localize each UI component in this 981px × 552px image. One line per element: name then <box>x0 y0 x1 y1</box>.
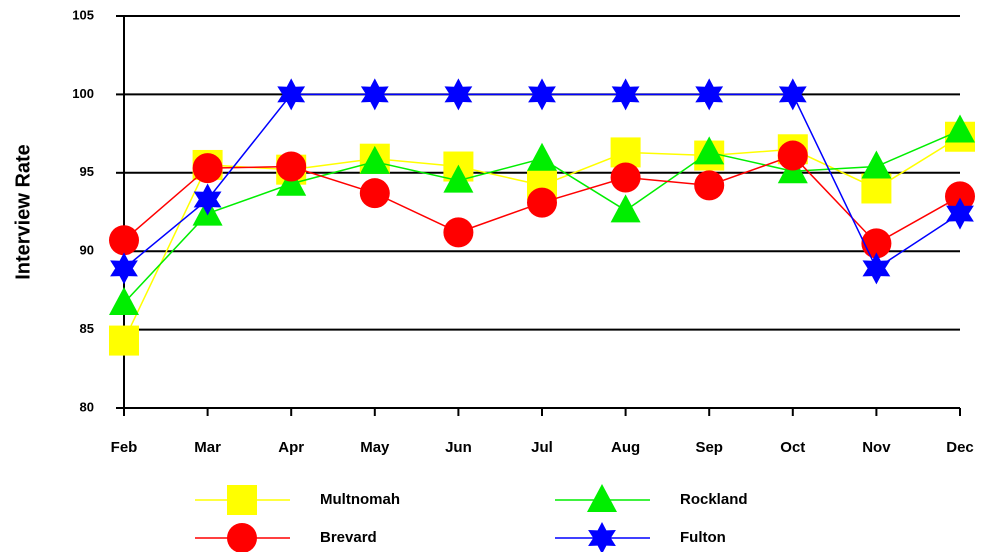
marker <box>527 142 557 171</box>
y-tick-label: 100 <box>72 86 94 101</box>
marker <box>611 78 640 111</box>
x-tick-label: Sep <box>695 439 723 456</box>
marker <box>861 150 892 179</box>
legend-marker <box>227 523 257 552</box>
marker <box>610 194 641 223</box>
x-tick-label: Jun <box>445 439 472 456</box>
y-tick-label: 85 <box>80 321 94 336</box>
x-tick-label: Feb <box>111 439 138 456</box>
x-tick-label: Nov <box>862 439 891 456</box>
marker <box>277 78 306 111</box>
marker <box>443 217 474 248</box>
marker <box>276 151 307 182</box>
x-tick-label: Oct <box>780 439 805 456</box>
marker <box>359 178 390 209</box>
y-tick-label: 95 <box>80 164 94 179</box>
marker <box>945 114 975 143</box>
marker <box>694 170 725 201</box>
legend-label: Brevard <box>320 529 377 546</box>
marker <box>444 78 473 111</box>
x-tick-label: May <box>360 439 390 456</box>
marker <box>778 78 807 111</box>
x-tick-label: Mar <box>194 439 221 456</box>
legend-label: Multnomah <box>320 491 400 508</box>
marker <box>694 136 725 165</box>
y-axis-label: Interview Rate <box>12 144 34 280</box>
legend-label: Fulton <box>680 529 726 546</box>
x-tick-label: Apr <box>278 439 304 456</box>
x-tick-label: Dec <box>946 439 974 456</box>
marker <box>610 162 641 193</box>
marker <box>443 164 474 193</box>
marker <box>109 225 139 256</box>
legend-label: Rockland <box>680 491 748 508</box>
legend-marker <box>588 522 616 552</box>
marker <box>109 286 139 315</box>
marker <box>610 137 641 168</box>
marker <box>276 167 307 196</box>
legend-marker <box>587 484 617 512</box>
marker <box>192 153 223 184</box>
legend-marker <box>227 485 257 515</box>
x-tick-label: Aug <box>611 439 640 456</box>
marker <box>528 78 556 111</box>
marker <box>110 252 138 285</box>
marker <box>945 181 975 212</box>
marker <box>359 145 390 174</box>
x-tick-label: Jul <box>531 439 553 456</box>
marker <box>861 228 892 259</box>
marker <box>695 78 724 111</box>
y-tick-label: 105 <box>72 7 94 22</box>
marker <box>109 325 139 356</box>
marker <box>193 183 222 216</box>
marker <box>777 140 808 171</box>
marker <box>862 252 891 285</box>
y-tick-label: 90 <box>80 243 94 258</box>
y-tick-label: 80 <box>80 399 94 414</box>
marker <box>360 78 389 111</box>
marker <box>527 187 557 218</box>
marker <box>946 197 974 230</box>
